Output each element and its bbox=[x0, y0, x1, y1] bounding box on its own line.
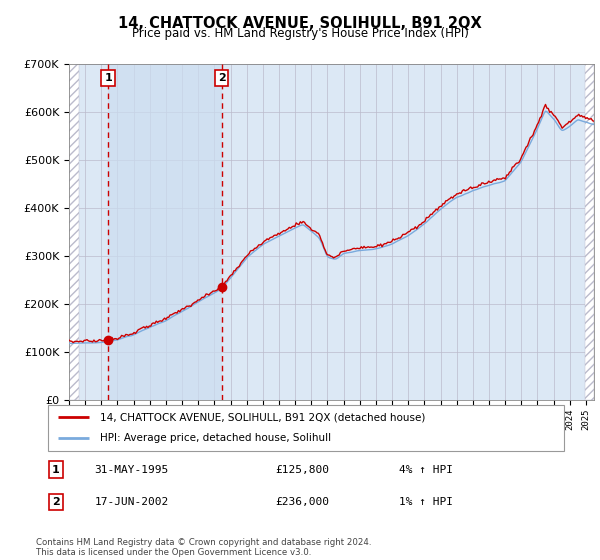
Text: 4% ↑ HPI: 4% ↑ HPI bbox=[399, 465, 453, 475]
Text: 2: 2 bbox=[218, 73, 226, 83]
Text: 1: 1 bbox=[104, 73, 112, 83]
Text: £236,000: £236,000 bbox=[275, 497, 329, 507]
FancyBboxPatch shape bbox=[48, 405, 564, 451]
Text: 1% ↑ HPI: 1% ↑ HPI bbox=[399, 497, 453, 507]
Text: Contains HM Land Registry data © Crown copyright and database right 2024.
This d: Contains HM Land Registry data © Crown c… bbox=[36, 538, 371, 557]
Text: 2: 2 bbox=[52, 497, 59, 507]
Text: 14, CHATTOCK AVENUE, SOLIHULL, B91 2QX (detached house): 14, CHATTOCK AVENUE, SOLIHULL, B91 2QX (… bbox=[100, 412, 425, 422]
Text: 17-JUN-2002: 17-JUN-2002 bbox=[94, 497, 169, 507]
Text: 31-MAY-1995: 31-MAY-1995 bbox=[94, 465, 169, 475]
Text: Price paid vs. HM Land Registry's House Price Index (HPI): Price paid vs. HM Land Registry's House … bbox=[131, 27, 469, 40]
Text: HPI: Average price, detached house, Solihull: HPI: Average price, detached house, Soli… bbox=[100, 433, 331, 444]
Text: £125,800: £125,800 bbox=[275, 465, 329, 475]
Bar bbox=[108, 64, 222, 400]
Text: 1: 1 bbox=[52, 465, 59, 475]
Text: 14, CHATTOCK AVENUE, SOLIHULL, B91 2QX: 14, CHATTOCK AVENUE, SOLIHULL, B91 2QX bbox=[118, 16, 482, 31]
